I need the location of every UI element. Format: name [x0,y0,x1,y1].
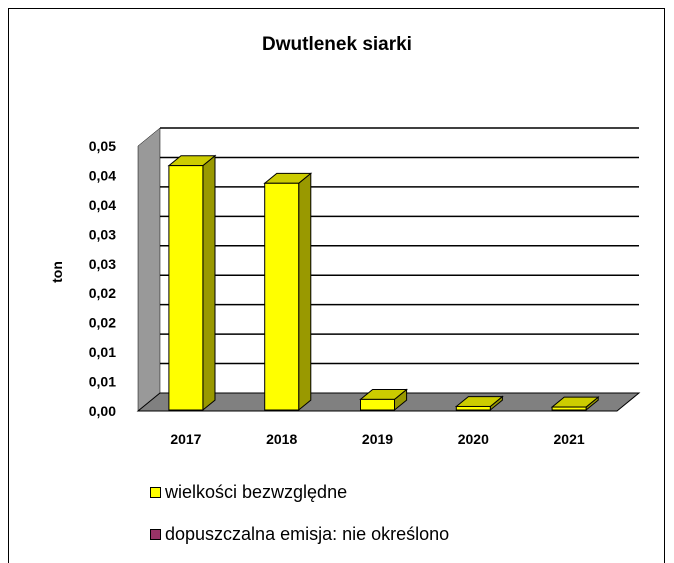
x-tick-label: 2018 [266,431,297,447]
bar [360,398,395,411]
bar [264,182,300,411]
legend-item-absolute: wielkości bezwzględne [150,482,347,503]
bar-side [202,154,216,412]
bar [455,405,491,411]
bar-side [298,172,312,412]
y-tick-label: 0,04 [89,197,116,213]
legend-swatch-absolute [150,487,161,498]
legend-swatch-limit [150,529,161,540]
legend-item-limit: dopuszczalna emisja: nie określono [150,524,449,545]
x-tick-label: 2020 [458,431,489,447]
y-tick-label: 0,00 [89,403,116,419]
bar [168,165,204,411]
y-tick-label: 0,04 [89,167,116,183]
bar [551,406,587,411]
y-tick-label: 0,02 [89,315,116,331]
x-tick-label: 2017 [170,431,201,447]
y-tick-label: 0,05 [89,138,116,154]
x-tick-label: 2021 [554,431,585,447]
y-tick-label: 0,03 [89,226,116,242]
x-tick-label: 2019 [362,431,393,447]
legend-label-limit: dopuszczalna emisja: nie określono [165,524,450,544]
y-tick-label: 0,02 [89,285,116,301]
y-tick-label: 0,01 [89,344,116,360]
y-axis-label: ton [49,261,65,283]
y-tick-label: 0,01 [89,374,116,390]
chart-frame [8,8,665,563]
side-wall [137,127,161,412]
chart-title: Dwutlenek siarki [262,34,412,55]
y-tick-label: 0,03 [89,256,116,272]
legend-label-absolute: wielkości bezwzględne [165,482,348,502]
